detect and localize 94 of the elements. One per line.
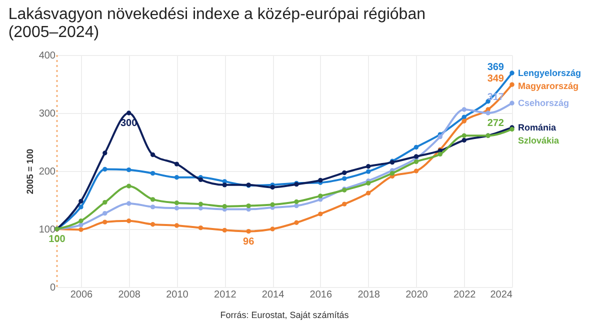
point (414, 168, 419, 174)
text: (2005–2024) (8, 24, 100, 41)
point (222, 204, 227, 209)
point (486, 110, 490, 116)
point (222, 228, 227, 232)
text: Lakásvagyon növekedési indexe a közép-európai régióban (8, 6, 426, 23)
point (150, 197, 156, 202)
point (270, 226, 275, 232)
point (174, 206, 180, 210)
point (414, 144, 419, 150)
point (342, 176, 347, 181)
point (342, 170, 347, 176)
point (198, 226, 204, 230)
point (462, 138, 466, 143)
x-tick-label: 2016 (310, 290, 332, 300)
x-tick-label: 2020 (406, 290, 428, 300)
point (510, 100, 514, 106)
point (318, 194, 323, 198)
point (438, 134, 443, 140)
point (222, 182, 227, 188)
x-tick-label: 2008 (118, 290, 141, 300)
point (510, 82, 514, 87)
series-label: Csehország (518, 98, 570, 108)
y-tick-label: 100 (38, 224, 56, 236)
point (78, 222, 84, 228)
point (78, 218, 84, 224)
point (414, 159, 419, 164)
point (150, 204, 156, 210)
point (78, 204, 84, 210)
point (78, 198, 84, 204)
point (78, 227, 84, 232)
point (198, 202, 204, 206)
point (462, 114, 466, 120)
point (102, 200, 108, 205)
point (342, 202, 347, 206)
point (318, 212, 323, 216)
text: Forrás: Eurostat, Saját számítás (220, 310, 350, 320)
point (294, 199, 299, 204)
point (318, 178, 323, 183)
point (102, 220, 108, 224)
point (462, 107, 466, 112)
point (270, 202, 275, 207)
point (294, 220, 299, 225)
x-tick-label: 2014 (262, 290, 285, 300)
y-tick-label: 0 (50, 282, 56, 294)
point (174, 162, 180, 166)
series-label: Magyarország (518, 80, 579, 91)
y-tick-label: 200 (38, 166, 56, 178)
point (102, 166, 108, 172)
annotation: 96 (243, 236, 255, 248)
point (174, 175, 180, 180)
y-axis-title: 2005 = 100 (24, 148, 35, 194)
series-label: Románia (518, 122, 558, 132)
point (270, 184, 275, 190)
point (366, 190, 371, 196)
point (198, 206, 204, 210)
point (390, 170, 395, 176)
x-tick-label: 2022 (453, 290, 476, 300)
series-label: Lengyelország (518, 68, 582, 78)
point (174, 200, 180, 206)
x-tick-label: 2024 (490, 290, 513, 300)
point (438, 152, 443, 157)
x-tick-label: 2006 (70, 290, 94, 300)
annotation: 369 (487, 62, 504, 73)
point (366, 164, 371, 169)
point (150, 222, 156, 227)
point (246, 203, 251, 208)
point (462, 118, 466, 124)
point (102, 211, 108, 216)
point (246, 228, 251, 234)
point (102, 150, 108, 156)
point (198, 177, 204, 182)
point (126, 110, 132, 116)
point (510, 70, 514, 76)
series-label: Szlovákia (518, 136, 560, 146)
annotation: 349 (487, 74, 504, 85)
y-tick-label: 400 (38, 50, 56, 62)
point (126, 218, 132, 224)
x-tick-label: 2012 (214, 290, 237, 300)
x-tick-label: 2010 (166, 290, 189, 300)
x-tick-label: 2018 (358, 290, 380, 300)
point (150, 170, 156, 176)
annotation: 272 (487, 118, 504, 130)
point (126, 184, 132, 188)
point (366, 180, 371, 186)
point (462, 133, 466, 138)
point (126, 168, 132, 172)
point (174, 223, 180, 228)
y-tick-label: 300 (38, 108, 56, 120)
point (294, 203, 299, 208)
point (150, 152, 156, 158)
point (366, 169, 371, 174)
annotation: 100 (48, 234, 66, 245)
point (126, 201, 132, 206)
